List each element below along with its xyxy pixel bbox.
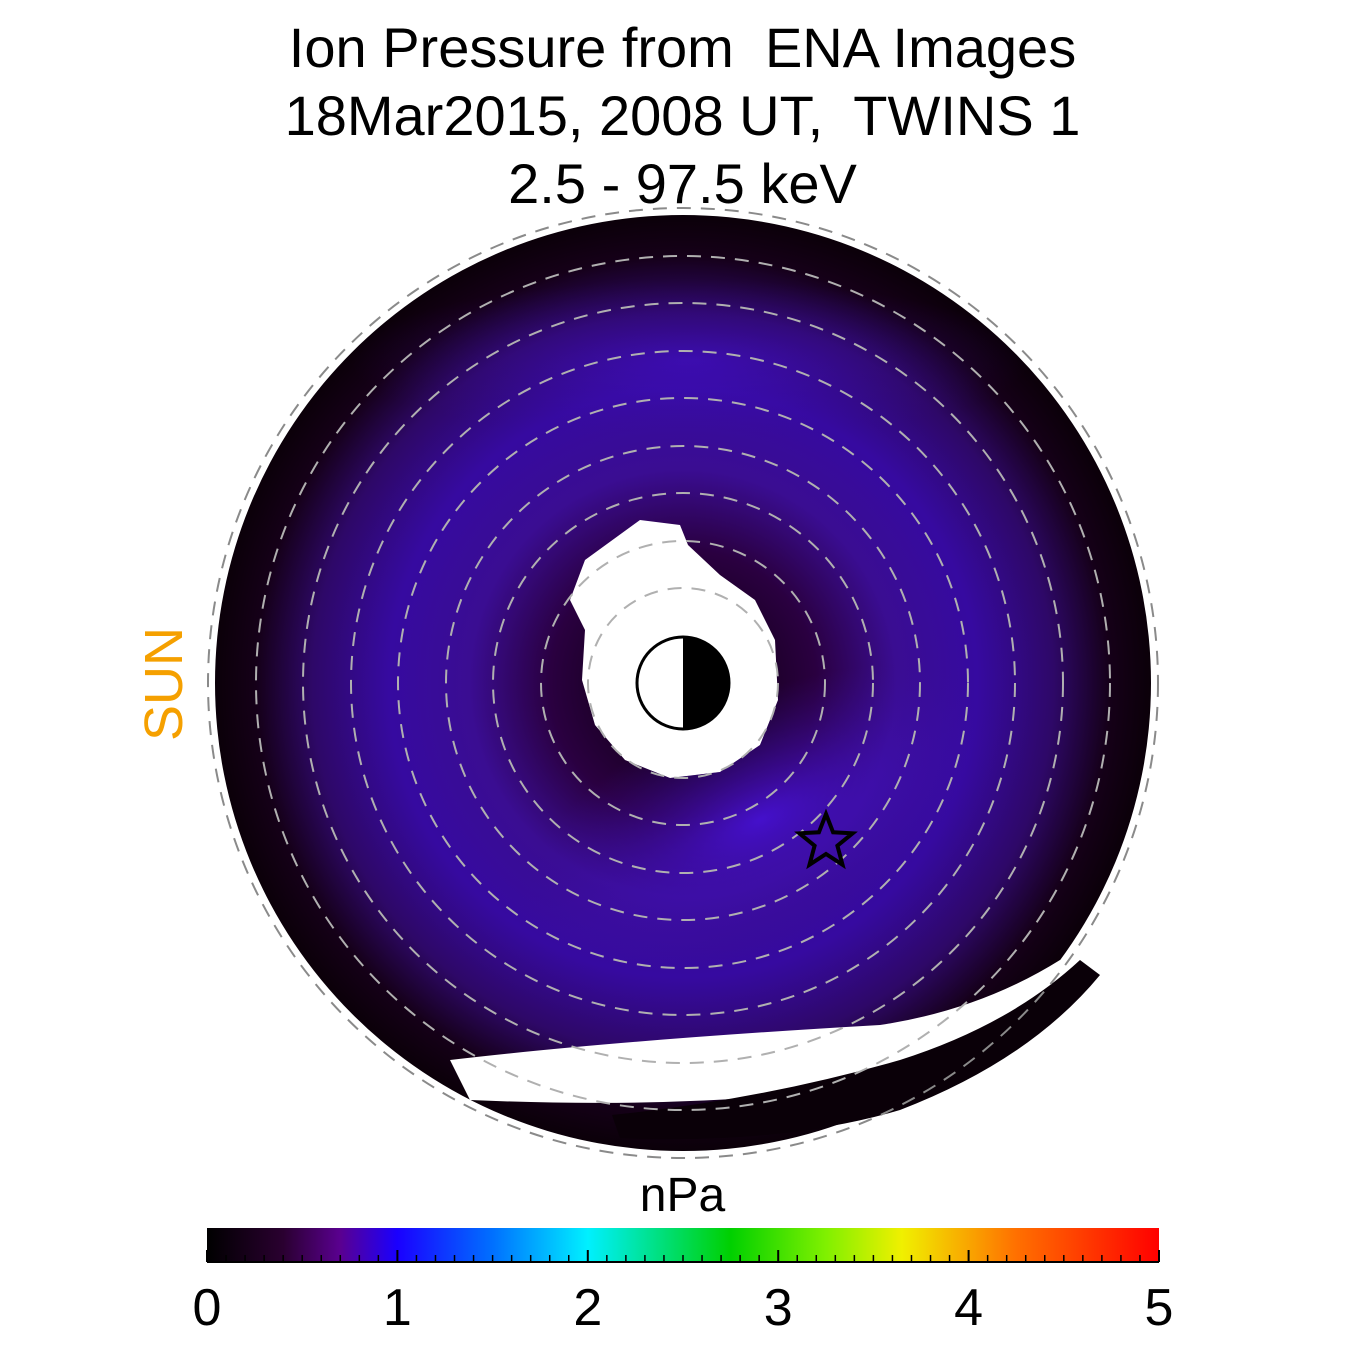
colorbar-tick-label: 2 bbox=[573, 1279, 603, 1337]
grid-circle bbox=[207, 207, 1159, 1159]
pressure-peak-region bbox=[518, 665, 1002, 975]
pressure-tail-arm bbox=[612, 960, 1100, 1140]
title-line-3: 2.5 - 97.5 keV bbox=[508, 152, 857, 215]
colorbar-tick-label: 3 bbox=[763, 1279, 793, 1337]
colorbar-label: nPa bbox=[639, 1169, 726, 1222]
grid-circle bbox=[350, 350, 1016, 1016]
colorbar-tick-label: 1 bbox=[382, 1279, 412, 1337]
title-line-1: Ion Pressure from ENA Images bbox=[288, 16, 1077, 79]
colorbar-tick-label: 5 bbox=[1144, 1279, 1174, 1337]
colorbar-tick-label: 0 bbox=[192, 1279, 222, 1337]
grid-circles bbox=[207, 207, 1159, 1159]
grid-circle bbox=[302, 302, 1064, 1064]
chart-title: Ion Pressure from ENA Images 18Mar2015, … bbox=[0, 14, 1365, 218]
colorbar-tick-label: 4 bbox=[954, 1279, 984, 1337]
grid-circle bbox=[492, 492, 874, 874]
star-icon bbox=[794, 808, 858, 870]
colorbar-ticks bbox=[206, 1250, 1160, 1262]
earth-icon bbox=[635, 635, 731, 731]
grid-circle bbox=[255, 255, 1111, 1111]
sun-label: SUN bbox=[134, 626, 194, 742]
grid-circle bbox=[587, 587, 779, 779]
pressure-disk bbox=[215, 215, 1151, 1151]
grid-circle bbox=[540, 540, 826, 826]
grid-circle bbox=[445, 445, 921, 921]
title-line-2: 18Mar2015, 2008 UT, TWINS 1 bbox=[284, 84, 1081, 147]
pressure-arc-region bbox=[350, 280, 1030, 440]
grid-circle bbox=[397, 397, 969, 969]
